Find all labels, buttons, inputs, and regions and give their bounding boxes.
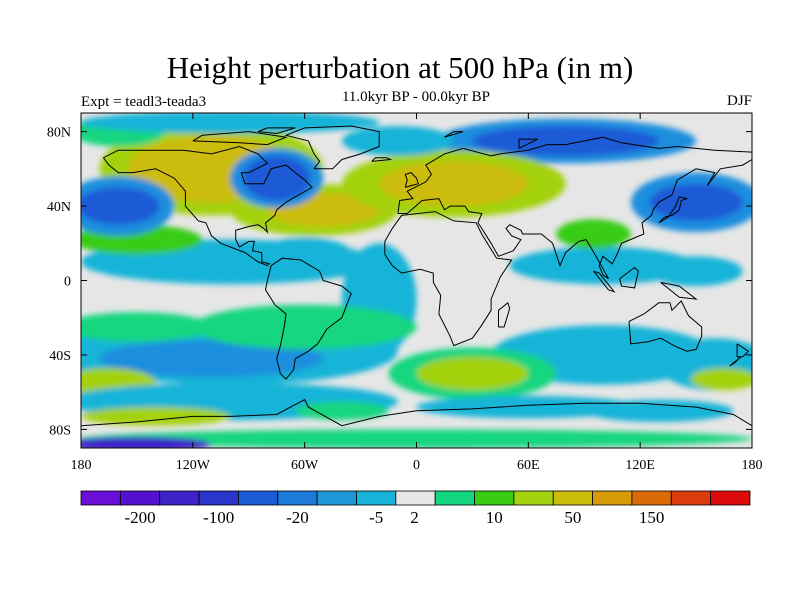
- so-lime: [81, 407, 231, 426]
- x-tick-label: 120E: [625, 458, 655, 473]
- colorbar-swatch: [316, 490, 357, 506]
- colorbar-swatch: [277, 490, 318, 506]
- eurasia-mustard: [379, 161, 529, 207]
- coastline-segment: [257, 127, 296, 135]
- colorbar-swatch: [80, 490, 121, 506]
- coastline-segment: [103, 145, 313, 267]
- coastline-segment: [658, 196, 689, 224]
- plot-subtitle: 11.0kyr BP - 00.0kyr BP: [341, 89, 491, 105]
- x-tick-label: 180: [71, 458, 92, 473]
- axis-ticks: [80, 113, 753, 448]
- coastline-segment: [81, 398, 752, 427]
- coastline-segment: [729, 356, 742, 367]
- so-green: [295, 401, 389, 421]
- sp-green: [81, 312, 212, 342]
- colorbar-label: -5: [369, 508, 383, 527]
- colorbar-labels: -200 -100 -20 -5 2 10 50 150: [124, 508, 664, 527]
- colorbar-swatch: [356, 490, 397, 506]
- caribbean-blue: [258, 237, 352, 268]
- colorbar-label: 2: [410, 508, 419, 527]
- colorbar-label: -200: [124, 508, 155, 527]
- colorbar-label: -20: [286, 508, 309, 527]
- sh-blue-core: [99, 340, 324, 378]
- antarctic-purple: [81, 436, 212, 448]
- coastline-segment: [660, 281, 698, 300]
- x-tick-label: 180: [742, 458, 763, 473]
- colorbar-swatch: [238, 490, 279, 506]
- colorbar-swatch: [474, 490, 515, 506]
- colorbar-swatch: [513, 490, 554, 506]
- colorbar-swatch: [592, 490, 633, 506]
- season-label: DJF: [726, 93, 752, 109]
- y-tick-labels: 80N 40N 0 40S 80S: [47, 126, 71, 439]
- coastline-segment: [371, 157, 393, 162]
- so-blue-e: [416, 395, 641, 419]
- colorbar-label: 150: [639, 508, 665, 527]
- siberia-deep: [472, 126, 659, 156]
- pac-deep-w: [81, 187, 160, 225]
- x-tick-labels: 180 120W 60W 0 60E 120E 180: [71, 458, 763, 473]
- coastline-segment: [498, 301, 511, 328]
- asia-green: [556, 219, 631, 249]
- y-tick-label: 40S: [49, 349, 71, 364]
- colorbar-label: 10: [486, 508, 503, 527]
- x-tick-label: 60W: [291, 458, 319, 473]
- coastlines: [81, 125, 752, 427]
- coastline-segment: [628, 300, 703, 352]
- y-tick-label: 80S: [49, 423, 71, 438]
- colorbar-swatch: [434, 490, 475, 506]
- colorbar-swatch: [395, 490, 436, 506]
- x-tick-label: 0: [413, 458, 420, 473]
- plot-title: Height perturbation at 500 hPa (in m): [166, 50, 634, 85]
- coastline-segment: [397, 136, 752, 280]
- colorbar: [80, 490, 751, 506]
- colorbar-swatch: [119, 490, 161, 506]
- contour-field: [81, 113, 752, 448]
- y-tick-label: 80N: [47, 126, 71, 141]
- x-tick-label: 120W: [176, 458, 211, 473]
- colorbar-label: 50: [564, 508, 581, 527]
- coastline-segment: [192, 131, 288, 146]
- x-tick-label: 60E: [517, 458, 540, 473]
- colorbar-swatch: [670, 490, 712, 506]
- io-lime: [416, 356, 529, 391]
- coastline-segment: [619, 266, 639, 289]
- coastline-segment: [284, 125, 380, 170]
- coastline-segment: [264, 257, 352, 380]
- y-tick-label: 0: [64, 275, 71, 290]
- arctic-blue: [81, 113, 380, 134]
- experiment-label: Expt = teadl3-teada3: [81, 94, 207, 110]
- coastline-segment: [444, 131, 464, 138]
- sa-green: [192, 304, 417, 350]
- sp-lime-e: [690, 367, 752, 391]
- colorbar-swatch: [631, 490, 672, 506]
- pac-deep-e: [649, 183, 743, 221]
- coastline-segment: [518, 138, 538, 149]
- coastline-segment: [593, 270, 616, 293]
- colorbar-swatch: [198, 490, 239, 506]
- colorbar-label: -100: [203, 508, 234, 527]
- colorbar-swatch: [159, 490, 200, 506]
- colorbar-swatch: [710, 490, 751, 506]
- coastline-segment: [736, 343, 750, 358]
- coastline-segment: [404, 172, 420, 188]
- colorbar-swatch: [552, 490, 593, 506]
- pacific-blue: [649, 256, 743, 287]
- maritime-blue: [509, 247, 697, 285]
- greenland-sea-blue: [341, 126, 454, 156]
- y-tick-label: 40N: [47, 200, 71, 215]
- so-blue-e2: [584, 399, 734, 422]
- antarctic-green: [81, 429, 752, 448]
- coastline-segment: [384, 211, 513, 347]
